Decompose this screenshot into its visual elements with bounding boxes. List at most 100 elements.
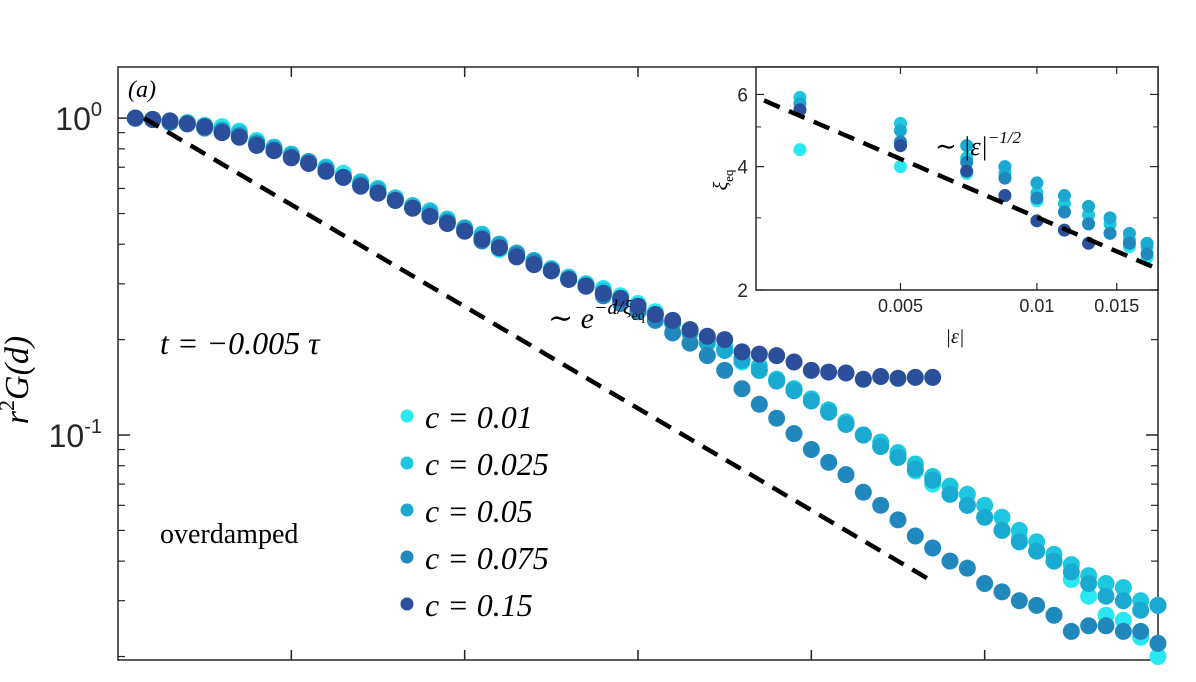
inset-data-point	[1030, 191, 1044, 205]
data-point	[889, 448, 907, 466]
data-point	[369, 184, 387, 202]
legend-label: c = 0.075	[425, 540, 549, 576]
data-point	[750, 395, 768, 413]
data-point	[1062, 563, 1080, 581]
inset-data-point	[1122, 236, 1136, 250]
legend-label: c = 0.025	[425, 446, 549, 482]
data-point	[612, 289, 630, 307]
data-point	[646, 306, 664, 324]
inset-data-point	[1122, 226, 1136, 240]
data-point	[1132, 601, 1150, 619]
data-point	[560, 270, 578, 288]
data-point	[1010, 533, 1028, 551]
inset-y-tick-label: 2	[737, 281, 748, 302]
data-point	[664, 324, 682, 342]
inset-data-point	[998, 171, 1012, 185]
main-fit-line	[142, 116, 934, 584]
data-point	[768, 409, 786, 427]
data-point	[733, 380, 751, 398]
main-data-series	[126, 109, 1167, 666]
inset-data-point	[1057, 205, 1071, 219]
data-point	[126, 109, 144, 127]
data-point	[386, 191, 404, 209]
inset-data-series	[793, 90, 1154, 265]
data-point	[1097, 617, 1115, 635]
fit-label: ∼ e−d/ξeq	[548, 297, 645, 335]
data-point	[161, 112, 179, 130]
series-0.15	[126, 109, 942, 388]
data-point	[906, 368, 924, 386]
data-point	[317, 162, 335, 180]
data-point	[837, 466, 855, 484]
inset-data-point	[998, 189, 1012, 203]
data-point	[1062, 622, 1080, 640]
data-point	[542, 262, 560, 280]
legend-marker	[400, 597, 414, 611]
data-point	[300, 154, 318, 172]
data-point	[837, 364, 855, 382]
data-point	[1080, 574, 1098, 592]
inset-data-point	[960, 164, 974, 178]
legend-marker	[400, 503, 414, 517]
inset-x-tick-label: 0.005	[878, 296, 923, 316]
data-point	[976, 508, 994, 526]
legend-marker	[400, 456, 414, 470]
data-point	[525, 256, 543, 274]
data-point	[196, 118, 214, 136]
data-point	[993, 508, 1011, 526]
data-point	[681, 334, 699, 352]
inset-data-point	[1103, 211, 1117, 225]
inset-x-axis-label: |ε|	[946, 326, 965, 348]
data-point	[698, 347, 716, 365]
data-point	[872, 367, 890, 385]
time-annotation: t = −0.005 τ	[160, 325, 321, 361]
inset-fit-label: ∼ |ε|−1/2	[935, 128, 1022, 161]
main-y-tick-labels: 100 10-1	[49, 99, 102, 454]
data-point	[1045, 606, 1063, 624]
data-point	[421, 207, 439, 225]
inset-y-tick-label: 4	[737, 158, 748, 179]
data-point	[490, 239, 508, 257]
data-point	[1114, 592, 1132, 610]
data-point	[768, 372, 786, 390]
data-point	[958, 496, 976, 514]
data-point	[1080, 587, 1098, 605]
inset-x-tick-label: 0.01	[1019, 296, 1054, 316]
legend-label: c = 0.01	[425, 399, 533, 435]
data-point	[1028, 596, 1046, 614]
inset-x-tick-label: 0.015	[1094, 296, 1139, 316]
data-point	[906, 460, 924, 478]
legend-label: c = 0.15	[425, 587, 533, 623]
data-point	[993, 583, 1011, 601]
data-point	[1149, 634, 1167, 652]
legend-marker	[400, 409, 414, 423]
data-point	[404, 199, 422, 217]
inset-data-point	[1140, 247, 1154, 261]
inset-data-point	[893, 139, 907, 153]
inset-data-point	[793, 143, 807, 157]
inset-data-point	[1030, 176, 1044, 190]
inset-data-point	[960, 155, 974, 169]
data-point	[230, 128, 248, 146]
data-point	[733, 343, 751, 361]
data-point	[889, 511, 907, 529]
data-point	[768, 347, 786, 365]
data-point	[1097, 587, 1115, 605]
legend: c = 0.01 c = 0.025 c = 0.05 c = 0.075 c = 0.…	[400, 399, 549, 623]
data-point	[924, 471, 942, 489]
data-point	[785, 353, 803, 371]
data-point	[716, 331, 734, 349]
data-point	[976, 574, 994, 592]
data-point	[976, 496, 994, 514]
data-point	[473, 230, 491, 248]
data-point	[889, 369, 907, 387]
data-point	[1132, 622, 1150, 640]
y-tick-label: 10-1	[49, 416, 102, 454]
data-point	[820, 453, 838, 471]
data-point	[1114, 622, 1132, 640]
data-point	[802, 441, 820, 459]
data-point	[802, 361, 820, 379]
data-point	[785, 382, 803, 400]
legend-marker	[400, 550, 414, 564]
